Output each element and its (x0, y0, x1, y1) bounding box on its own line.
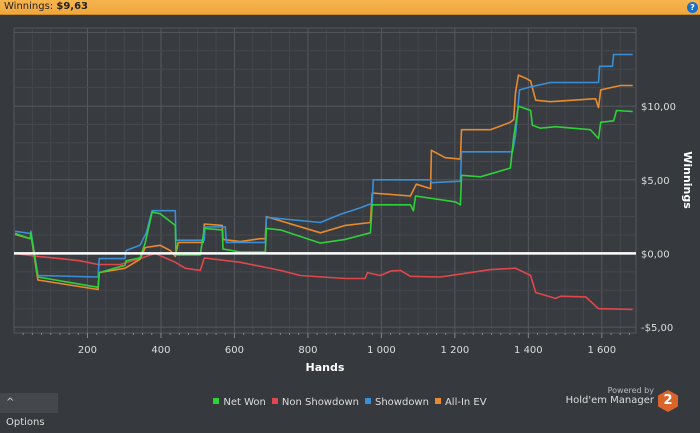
winnings-chart: 200 400 600 800 1 000 1 200 1 400 1 600 $10,00 $5… (13, 27, 694, 374)
product-name: Hold'em Manager (565, 395, 654, 406)
series-line-non-showdown (14, 252, 633, 311)
legend-label: All-In EV (444, 397, 487, 408)
x-tick-label: 800 (298, 345, 317, 356)
x-axis-label: Hands (306, 361, 345, 374)
legend-label: Showdown (374, 397, 429, 408)
x-tick-label: 1 000 (367, 345, 396, 356)
x-tick-label: 600 (225, 345, 244, 356)
chart-legend: Net Won Non Showdown Showdown All-In EV (0, 397, 700, 408)
chevron-up-icon: ^ (6, 397, 15, 408)
x-tick-label: 400 (151, 345, 170, 356)
help-icon[interactable]: ? (687, 2, 698, 13)
legend-swatch (271, 398, 278, 404)
legend-item[interactable]: Showdown (364, 397, 429, 408)
winnings-label: Winnings: (4, 1, 54, 12)
y-tick-label: $10,00 (641, 102, 676, 113)
hm2-logo: 2 (658, 390, 678, 412)
x-tick-label: 1 400 (514, 345, 543, 356)
legend-item[interactable]: Non Showdown (271, 397, 359, 408)
y-tick-label: $0,00 (641, 249, 670, 260)
y-axis-label: Winnings (681, 151, 694, 209)
x-tick-label: 1 200 (441, 345, 470, 356)
legend-item[interactable]: All-In EV (434, 397, 487, 408)
x-tick-label: 200 (78, 345, 97, 356)
powered-by: Powered by Hold'em Manager (566, 386, 654, 406)
winnings-summary: Winnings: $9,63 (4, 1, 88, 12)
y-tick-label: $5,00 (641, 176, 670, 187)
legend-swatch (434, 398, 441, 404)
y-tick-label: -$5,00 (641, 323, 673, 334)
series-line-net-won (14, 105, 633, 289)
legend-swatch (213, 398, 220, 404)
legend-label: Non Showdown (281, 397, 359, 408)
winnings-value: $9,63 (56, 1, 88, 12)
legend-item[interactable]: Net Won (213, 397, 266, 408)
series-line-showdown (14, 53, 633, 278)
options-label: Options (6, 417, 45, 428)
legend-swatch (364, 398, 371, 404)
winnings-header: Winnings: $9,63 ? (0, 0, 700, 15)
x-tick-label: 1 600 (588, 345, 617, 356)
powered-by-text: Powered by (607, 386, 654, 395)
legend-label: Net Won (223, 397, 266, 408)
plot-area (13, 27, 637, 334)
